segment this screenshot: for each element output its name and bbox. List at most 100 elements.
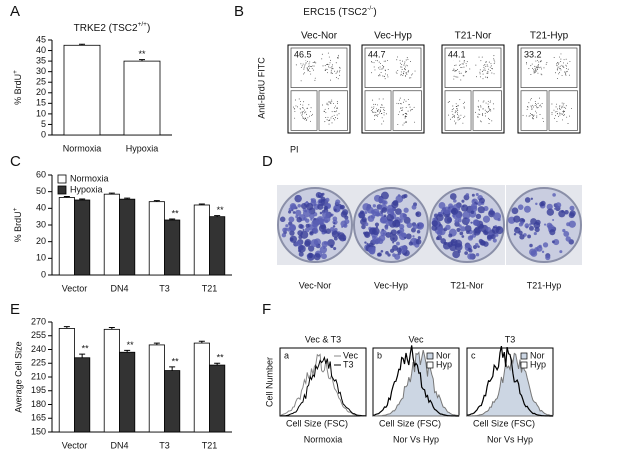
- event-dot: [538, 97, 540, 99]
- event-dot: [384, 73, 386, 75]
- event-dot: [302, 63, 304, 65]
- event-dot: [300, 101, 301, 102]
- event-dot: [562, 66, 564, 68]
- histogram-area: [373, 349, 460, 417]
- event-dot: [399, 62, 401, 64]
- significance: **: [217, 205, 225, 215]
- x-tick-label: T21: [202, 440, 218, 450]
- panel-letter: E: [10, 301, 20, 318]
- y-tick-label: 40: [36, 45, 46, 55]
- event-dot: [537, 64, 539, 66]
- colony: [403, 236, 407, 240]
- event-dot: [558, 63, 559, 65]
- y-tick-label: 10: [36, 108, 46, 118]
- colony: [401, 194, 406, 199]
- colony: [383, 214, 387, 218]
- colony: [514, 227, 521, 234]
- error-bar: [169, 366, 176, 371]
- event-dot: [465, 70, 467, 72]
- event-dot: [487, 100, 489, 102]
- event-dot: [553, 57, 555, 59]
- event-dot: [311, 66, 313, 68]
- event-dot: [466, 61, 468, 63]
- event-dot: [481, 71, 483, 72]
- event-dot: [564, 71, 566, 73]
- colony: [292, 211, 296, 214]
- colony: [478, 238, 484, 244]
- event-dot: [322, 65, 324, 67]
- event-dot: [330, 69, 332, 71]
- event-dot: [396, 102, 398, 104]
- y-tick-label: 210: [31, 371, 46, 381]
- event-dot: [479, 109, 480, 111]
- x-tick-label: T3: [159, 440, 170, 450]
- event-dot: [328, 64, 330, 66]
- event-dot: [302, 116, 303, 118]
- error-bar: [63, 326, 70, 329]
- bar: [123, 60, 161, 136]
- event-dot: [534, 70, 536, 72]
- legend-label: Hypoxia: [70, 184, 103, 194]
- event-dot: [335, 77, 337, 78]
- event-dot: [464, 60, 466, 62]
- event-dot: [545, 63, 547, 65]
- error-bar: [79, 353, 86, 358]
- event-dot: [454, 70, 456, 72]
- event-dot: [490, 100, 491, 102]
- colony: [381, 207, 388, 213]
- colony: [431, 220, 438, 227]
- event-dot: [529, 115, 531, 117]
- error-bar: [198, 203, 205, 205]
- caption: Nor Vs Hyp: [393, 434, 439, 444]
- event-dot: [460, 72, 462, 74]
- event-dot: [300, 66, 302, 68]
- event-dot: [410, 110, 411, 112]
- event-dot: [378, 75, 379, 77]
- event-dot: [412, 73, 414, 75]
- colony: [325, 228, 332, 234]
- event-dot: [334, 119, 336, 121]
- event-dot: [541, 68, 542, 70]
- error-bar: [153, 342, 160, 345]
- event-dot: [564, 106, 566, 108]
- event-dot: [532, 106, 534, 108]
- gate: [520, 47, 578, 88]
- colony: [289, 230, 295, 236]
- error-bar: [139, 59, 145, 62]
- y-axis-label: Anti-BrdU FITC: [256, 57, 266, 119]
- event-dot: [537, 102, 539, 104]
- colony: [416, 230, 421, 234]
- y-tick-label: 240: [31, 344, 46, 354]
- error-bar: [169, 218, 176, 220]
- event-dot: [331, 64, 333, 66]
- colony: [329, 226, 335, 232]
- event-dot: [331, 65, 333, 67]
- event-dot: [559, 108, 561, 110]
- event-dot: [378, 98, 380, 100]
- event-dot: [457, 76, 459, 78]
- event-dot: [461, 63, 463, 65]
- event-dot: [560, 107, 562, 109]
- event-dot: [455, 110, 457, 112]
- error-bar: [63, 196, 70, 198]
- event-dot: [479, 73, 481, 75]
- event-dot: [323, 110, 325, 112]
- event-dot: [402, 109, 404, 111]
- colony: [330, 244, 334, 248]
- event-dot: [382, 75, 384, 77]
- colony: [364, 241, 367, 244]
- caption: Nor Vs Hyp: [487, 434, 533, 444]
- event-dot: [408, 71, 409, 73]
- event-dot: [459, 99, 461, 101]
- event-dot: [396, 72, 398, 74]
- colony: [474, 231, 477, 234]
- event-dot: [484, 70, 486, 71]
- colony: [518, 222, 523, 227]
- event-dot: [463, 106, 465, 108]
- text-part: ): [373, 7, 376, 18]
- event-dot: [312, 65, 314, 67]
- colony: [340, 211, 348, 218]
- event-dot: [327, 104, 329, 106]
- event-dot: [452, 115, 454, 117]
- event-dot: [400, 103, 402, 105]
